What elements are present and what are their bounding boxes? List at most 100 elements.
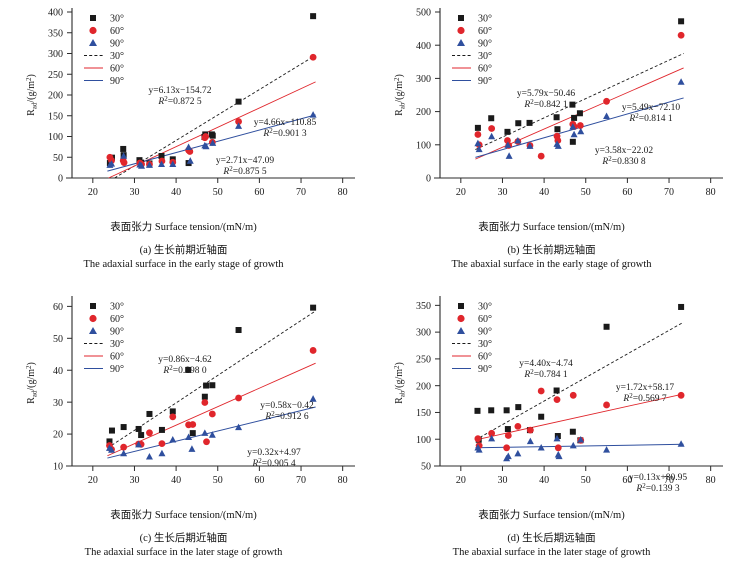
data-point-triangle — [158, 449, 166, 457]
panel-caption-cn-c: (c) 生长后期近轴面 — [139, 533, 228, 544]
data-point-triangle — [208, 431, 216, 438]
fit-line-90° — [107, 406, 316, 459]
fit-line-60° — [475, 393, 684, 441]
data-point-circle — [309, 347, 317, 354]
r2-90°: R2=0.139 3 — [635, 482, 679, 494]
equation-60°: y=1.72x+58.17 — [616, 383, 674, 393]
data-point-circle — [569, 391, 577, 399]
r2-30°: R2=0.898 0 — [162, 364, 206, 376]
data-point-triangle — [603, 112, 611, 119]
legend-label: 60° — [478, 314, 492, 325]
y-axis-title: Rad/(g/m2) — [25, 74, 39, 116]
x-tick-label: 40 — [539, 187, 549, 198]
data-point-square — [571, 114, 578, 121]
data-point-square — [488, 115, 495, 122]
r2-60°: R2=0.912 6 — [264, 410, 308, 422]
data-point-triangle — [577, 435, 585, 443]
legend-marker-square — [90, 15, 96, 21]
panel-caption-en-b: The abaxial surface in the early stage o… — [451, 259, 652, 270]
y-tick-label: 300 — [416, 74, 431, 85]
data-point-square — [488, 407, 495, 414]
plot-a: 0 50 100 150 200 250 300 350 400 20 30 40 50 60 70 80 Ra… — [25, 8, 355, 198]
y-tick-label: 20 — [53, 430, 63, 441]
equation-60°: y=5.49x−72.10 — [622, 103, 680, 113]
x-tick-label: 70 — [296, 475, 306, 486]
data-point-triangle — [120, 152, 128, 159]
data-point-triangle — [120, 449, 128, 457]
y-tick-label: 200 — [416, 107, 431, 118]
y-tick-label: 50 — [53, 153, 63, 164]
x-tick-label: 80 — [706, 475, 716, 486]
legend-label: 90° — [478, 76, 492, 87]
plot-c: 10 20 30 40 50 60 20 30 40 50 60 70 80 Rad/(g/m2) y=0.… — [25, 296, 355, 486]
x-tick-label: 30 — [497, 187, 507, 198]
data-point-square — [185, 366, 192, 373]
legend-label: 90° — [110, 39, 124, 50]
equation-60°: y=0.58x−0.42 — [260, 401, 314, 411]
data-point-circle — [189, 421, 197, 428]
legend-label: 90° — [478, 39, 492, 50]
data-point-triangle — [514, 137, 522, 144]
data-point-circle — [309, 53, 317, 61]
legend-label: 60° — [110, 314, 124, 325]
data-point-square — [120, 424, 127, 431]
data-point-circle — [474, 435, 482, 443]
plot-area-c: 10 20 30 40 50 60 20 30 40 50 60 70 80 Rad/(g/m2) y=0.… — [0, 288, 367, 510]
data-point-triangle — [526, 437, 534, 445]
y-tick-label: 30 — [53, 398, 63, 409]
r2-90°: R2=0.830 8 — [601, 155, 645, 167]
x-tick-label: 50 — [581, 475, 591, 486]
r2-60°: R2=0.901 3 — [262, 127, 306, 139]
equation-90°: y=3.58x−22.02 — [595, 146, 653, 156]
y-tick-label: 350 — [48, 28, 63, 39]
y-tick-label: 400 — [416, 41, 431, 52]
data-point-triangle — [235, 122, 243, 129]
data-point-circle — [677, 31, 685, 39]
y-tick-label: 150 — [416, 408, 431, 419]
data-point-square — [235, 98, 242, 105]
x-tick-label: 40 — [539, 475, 549, 486]
data-point-triangle — [504, 141, 512, 148]
data-point-square — [678, 18, 685, 25]
data-point-square — [189, 430, 196, 437]
data-point-square — [158, 426, 165, 433]
panel-a: 0 50 100 150 200 250 300 350 400 20 30 40 50 60 70 80 Ra… — [0, 0, 367, 286]
x-axis-label-c: 表面张力 Surface tension/(mN/m) — [110, 510, 257, 521]
equation-30°: y=0.86x−4.62 — [158, 355, 212, 365]
x-tick-label: 60 — [254, 475, 264, 486]
legend-label: 60° — [478, 26, 492, 37]
data-point-triangle — [569, 441, 577, 449]
legend-marker-triangle — [457, 39, 465, 46]
x-tick-label: 60 — [622, 475, 632, 486]
y-tick-label: 150 — [48, 111, 63, 122]
x-tick-label: 20 — [456, 187, 466, 198]
y-axis-title: Rab/(g/m2) — [393, 362, 407, 404]
data-point-circle — [488, 125, 496, 132]
x-tick-label: 20 — [88, 187, 98, 198]
legend-label: 90° — [478, 327, 492, 338]
data-point-triangle — [537, 443, 545, 451]
data-point-triangle — [135, 440, 143, 448]
legend-label: 30° — [110, 302, 124, 313]
y-tick-label: 100 — [416, 140, 431, 151]
data-point-circle — [158, 440, 166, 448]
data-point-square — [515, 404, 522, 411]
data-point-triangle — [475, 446, 483, 453]
legend-label: 60° — [478, 64, 492, 75]
data-point-square — [158, 153, 165, 160]
legend-marker-square — [458, 15, 464, 21]
r2-30°: R2=0.872 5 — [157, 95, 201, 107]
data-point-circle — [603, 97, 610, 105]
x-tick-label: 80 — [706, 187, 716, 198]
panel-c: 10 20 30 40 50 60 20 30 40 50 60 70 80 Rad/(g/m2) y=0.… — [0, 288, 367, 574]
equation-90°: y=0.32x+4.97 — [247, 448, 301, 458]
data-point-triangle — [235, 423, 243, 431]
y-tick-label: 300 — [48, 49, 63, 60]
plot-area-b: 0 100 200 300 400 500 20 30 40 50 60 70 80 Rab/(g/m2)… — [368, 0, 735, 222]
fit-line-30° — [475, 321, 684, 441]
y-tick-label: 300 — [416, 328, 431, 339]
legend-label: 30° — [110, 339, 124, 350]
data-point-square — [569, 101, 576, 108]
x-tick-label: 60 — [254, 187, 264, 198]
data-point-circle — [488, 429, 496, 437]
